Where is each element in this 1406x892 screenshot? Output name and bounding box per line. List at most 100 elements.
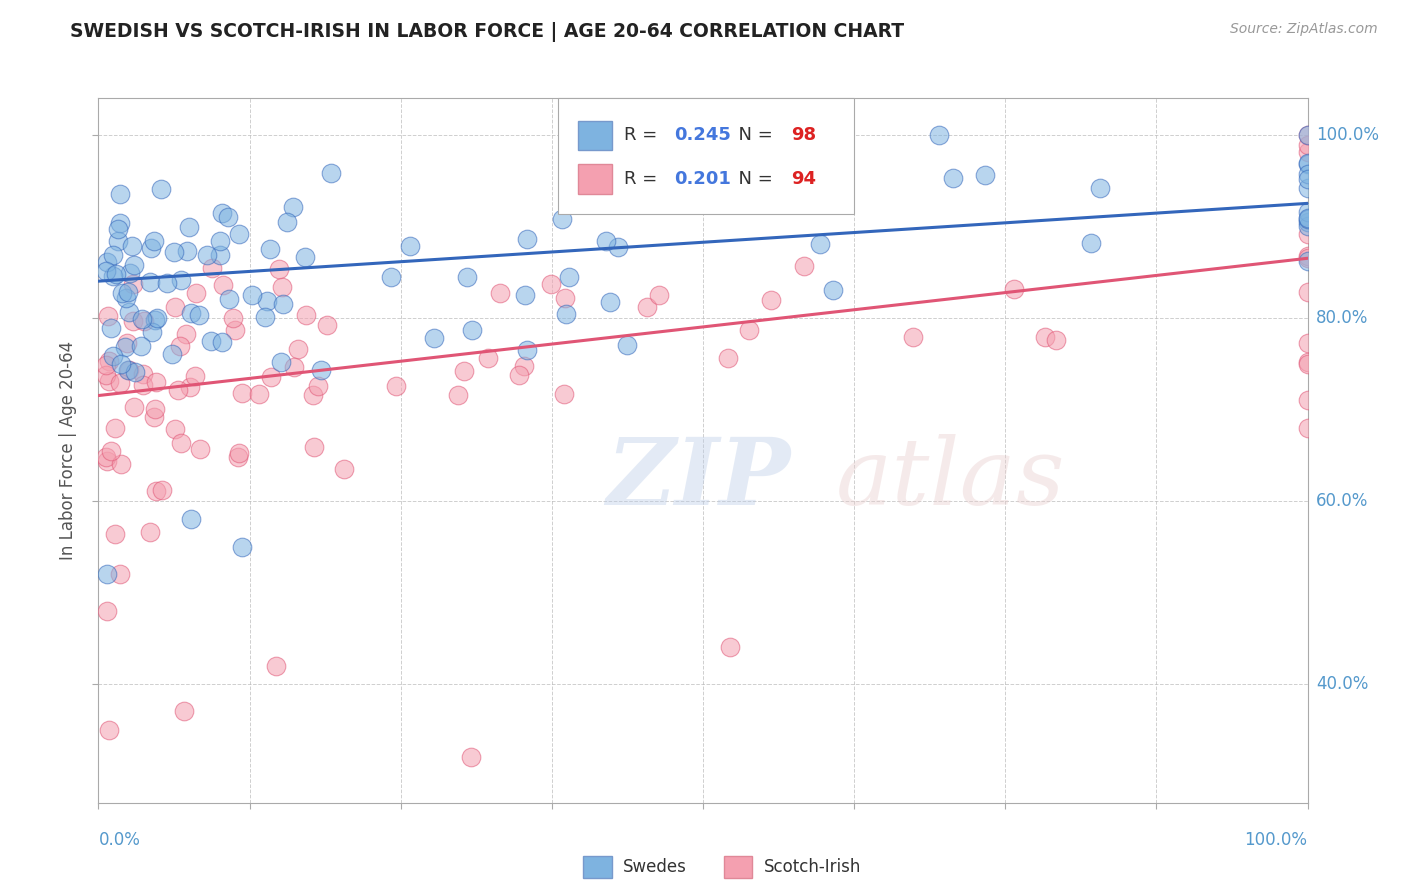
Text: atlas: atlas	[837, 434, 1066, 524]
Point	[1296, 357, 1319, 371]
Point	[142, 409, 165, 424]
Point	[208, 248, 231, 262]
Point	[170, 273, 193, 287]
Point	[228, 446, 250, 460]
Point	[150, 483, 173, 498]
Point	[1296, 393, 1319, 408]
Point	[145, 483, 167, 498]
Point	[1296, 251, 1319, 265]
Point	[254, 310, 277, 325]
Point	[224, 323, 246, 337]
Point	[271, 280, 294, 294]
Point	[332, 462, 354, 476]
Point	[551, 212, 574, 227]
Point	[1296, 355, 1319, 369]
Point	[115, 291, 138, 305]
Point	[228, 227, 250, 241]
Point	[1002, 282, 1025, 296]
Point	[616, 338, 638, 352]
Point	[1296, 219, 1319, 233]
Point	[1296, 253, 1319, 268]
Point	[1296, 145, 1319, 159]
Point	[132, 378, 155, 392]
Text: 0.0%: 0.0%	[98, 830, 141, 848]
Point	[117, 362, 139, 376]
Point	[636, 300, 658, 314]
Point	[101, 248, 124, 262]
Text: 0.245: 0.245	[673, 127, 731, 145]
Point	[163, 245, 186, 260]
Point	[101, 268, 124, 283]
Point	[121, 238, 143, 252]
Point	[139, 242, 162, 256]
Text: Scotch-Irish: Scotch-Irish	[763, 858, 860, 876]
Point	[648, 288, 671, 302]
Point	[179, 219, 201, 234]
Point	[110, 457, 132, 471]
Point	[453, 364, 475, 378]
Point	[287, 342, 309, 356]
Point	[903, 330, 925, 344]
Point	[218, 293, 240, 307]
Point	[595, 234, 617, 248]
Point	[115, 336, 138, 351]
Point	[321, 165, 343, 179]
Point	[718, 640, 741, 655]
Text: 80.0%: 80.0%	[1316, 309, 1368, 326]
Point	[260, 370, 283, 384]
Point	[104, 267, 127, 281]
Point	[1296, 156, 1319, 170]
Point	[163, 300, 186, 314]
Point	[184, 285, 207, 300]
Point	[384, 378, 406, 392]
Point	[599, 295, 621, 310]
Point	[553, 386, 575, 401]
Point	[270, 354, 292, 368]
Point	[211, 335, 233, 350]
Point	[142, 234, 165, 248]
Point	[103, 526, 125, 541]
Point	[114, 340, 136, 354]
Text: N =: N =	[727, 127, 779, 145]
Point	[1296, 172, 1319, 186]
Point	[180, 306, 202, 320]
Point	[143, 313, 166, 327]
Text: 94: 94	[792, 170, 817, 188]
Point	[107, 221, 129, 235]
Point	[558, 270, 581, 285]
Text: 98: 98	[792, 127, 817, 145]
Point	[1033, 330, 1056, 344]
Point	[928, 128, 950, 142]
Point	[167, 383, 190, 397]
Point	[110, 567, 132, 582]
Point	[247, 387, 270, 401]
Point	[460, 750, 482, 764]
Point	[134, 314, 156, 328]
Point	[423, 331, 446, 345]
Text: R =: R =	[624, 127, 664, 145]
Point	[139, 524, 162, 539]
Point	[184, 369, 207, 384]
Point	[150, 182, 173, 196]
Point	[110, 358, 132, 372]
Point	[540, 277, 562, 291]
Point	[1296, 421, 1319, 435]
Y-axis label: In Labor Force | Age 20-64: In Labor Force | Age 20-64	[59, 341, 77, 560]
FancyBboxPatch shape	[558, 98, 855, 214]
Text: 0.201: 0.201	[673, 170, 731, 188]
Point	[117, 285, 139, 300]
Point	[973, 168, 995, 182]
Point	[108, 215, 131, 229]
Point	[461, 323, 484, 337]
Point	[1296, 211, 1319, 226]
Point	[1296, 167, 1319, 181]
Point	[309, 363, 332, 377]
Point	[146, 311, 169, 326]
Bar	[578, 164, 613, 194]
Point	[226, 450, 249, 464]
Point	[131, 339, 153, 353]
Point	[122, 313, 145, 327]
Point	[208, 235, 231, 249]
Point	[269, 261, 291, 276]
Point	[276, 215, 298, 229]
